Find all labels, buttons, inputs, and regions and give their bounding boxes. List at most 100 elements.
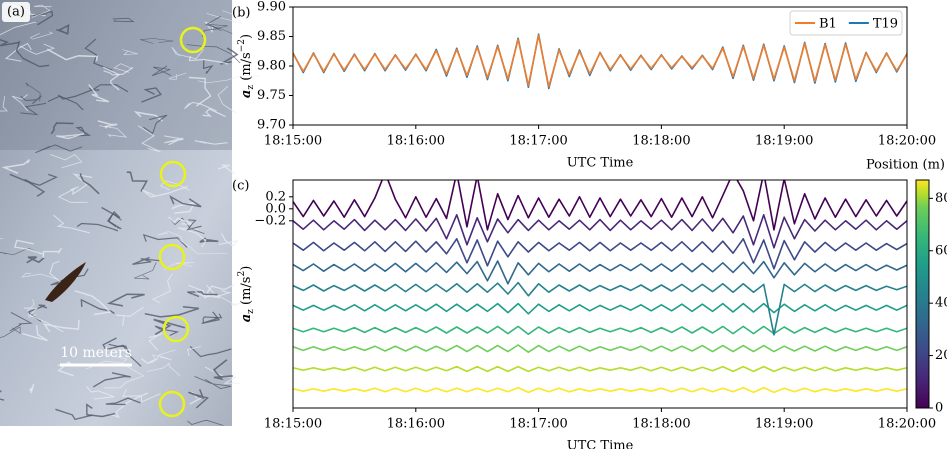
ice-crack xyxy=(50,122,74,135)
legend-label: B1 xyxy=(819,17,837,32)
colorbar-gradient xyxy=(915,179,930,409)
ice-crack xyxy=(108,343,142,367)
ice-cracks xyxy=(0,4,261,426)
ice-crack xyxy=(189,345,232,358)
ice-crack xyxy=(0,326,21,339)
y-axis-label: az (m/s−2) xyxy=(237,34,256,98)
ice-crack xyxy=(42,247,63,259)
x-tick-label: 18:17:00 xyxy=(509,134,567,149)
y-tick-label: 9.70 xyxy=(257,118,286,133)
legend-box xyxy=(789,10,903,36)
colorbar-tick-label: 80 xyxy=(935,191,947,206)
y-tick-label: 0.2 xyxy=(265,189,286,204)
legend: B1 T19 xyxy=(789,10,903,36)
series-line xyxy=(293,302,907,315)
ice-crack xyxy=(151,65,172,77)
ice-crack xyxy=(151,349,176,361)
x-axis-label: UTC Time xyxy=(567,439,634,450)
ice-crack xyxy=(168,216,194,226)
panel-label: (b) xyxy=(232,6,250,21)
ice-crack xyxy=(24,173,58,186)
ice-crack xyxy=(213,292,245,307)
ice-crack xyxy=(31,4,52,18)
ice-crack xyxy=(202,108,226,118)
ice-crack xyxy=(92,372,131,388)
ice-crack xyxy=(103,366,145,389)
ice-crack xyxy=(57,89,100,100)
ice-crack xyxy=(21,272,58,280)
ice-crack xyxy=(116,306,144,327)
scale-bar-label: 10 meters xyxy=(60,345,132,361)
y-tick-label: −0.2 xyxy=(254,213,286,228)
y-tick-label: 9.75 xyxy=(257,88,286,103)
y-axis-label-part: z xyxy=(246,309,256,314)
ice-crack xyxy=(134,262,157,280)
colorbar: 0 20 40 60 80 Position (m) xyxy=(866,158,947,416)
ice-crack xyxy=(140,38,174,44)
photo-object xyxy=(45,262,86,302)
x-tick-label: 18:20:00 xyxy=(878,134,936,149)
ice-crack xyxy=(57,186,88,203)
series-line xyxy=(293,365,907,373)
y-tick-label: 0.0 xyxy=(265,201,286,216)
ice-crack xyxy=(76,222,119,232)
sensor-circle xyxy=(162,315,190,343)
x-axis-label: UTC Time xyxy=(567,156,634,171)
photo-panel: 10 meters (a) xyxy=(0,0,261,426)
ice-crack xyxy=(218,233,239,248)
ice-crack xyxy=(14,239,44,255)
y-axis-label-part: (m/s xyxy=(239,277,254,310)
colorbar-tick-label: 40 xyxy=(935,296,947,311)
ice-crack xyxy=(144,305,200,318)
ice-crack xyxy=(97,120,118,129)
ice-crack xyxy=(47,95,84,111)
ice-crack xyxy=(53,214,90,234)
ice-crack xyxy=(9,311,33,332)
ice-crack xyxy=(26,256,45,264)
ice-crack xyxy=(102,337,127,351)
sensor-circle xyxy=(158,390,186,418)
ice-crack xyxy=(0,38,20,47)
ice-crack xyxy=(199,237,219,243)
ice-crack xyxy=(188,55,229,65)
series-line xyxy=(293,325,907,335)
ice-crack xyxy=(88,84,110,103)
x-tick-label: 18:15:00 xyxy=(264,417,322,432)
series-line xyxy=(293,180,907,231)
plot-frame xyxy=(292,179,908,409)
ice-crack xyxy=(15,40,50,68)
series-line xyxy=(293,238,907,270)
series-line xyxy=(293,344,907,353)
sensor-circle xyxy=(179,26,207,54)
ice-crack xyxy=(186,346,201,357)
ice-crack xyxy=(187,291,218,298)
ice-crack xyxy=(109,392,149,419)
ice-crack xyxy=(23,307,64,333)
ice-crack xyxy=(204,21,214,34)
x-tick-label: 18:16:00 xyxy=(387,417,445,432)
ice-crack xyxy=(202,60,214,74)
ice-crack xyxy=(20,95,42,105)
ice-crack xyxy=(137,125,161,153)
ice-crack xyxy=(132,256,161,266)
x-tick-label: 18:15:00 xyxy=(264,134,322,149)
series-line xyxy=(293,281,907,336)
series-line xyxy=(293,214,907,249)
ice-crack xyxy=(113,63,133,73)
ice-crack xyxy=(56,24,70,35)
x-tick-label: 18:19:00 xyxy=(755,134,813,149)
colorbar-tick-label: 20 xyxy=(935,348,947,363)
ice-crack xyxy=(0,21,37,36)
ice-crack xyxy=(105,397,141,406)
series-line xyxy=(293,34,907,88)
y-axis-label-part: z xyxy=(246,85,256,90)
ice-crack xyxy=(157,231,185,247)
ice-crack xyxy=(1,159,30,175)
ice-crack xyxy=(194,376,232,389)
ice-crack xyxy=(4,42,32,62)
ice-crack xyxy=(194,290,232,298)
ice-crack xyxy=(194,140,228,145)
ice-crack xyxy=(0,247,39,256)
ice-crack xyxy=(46,48,99,62)
